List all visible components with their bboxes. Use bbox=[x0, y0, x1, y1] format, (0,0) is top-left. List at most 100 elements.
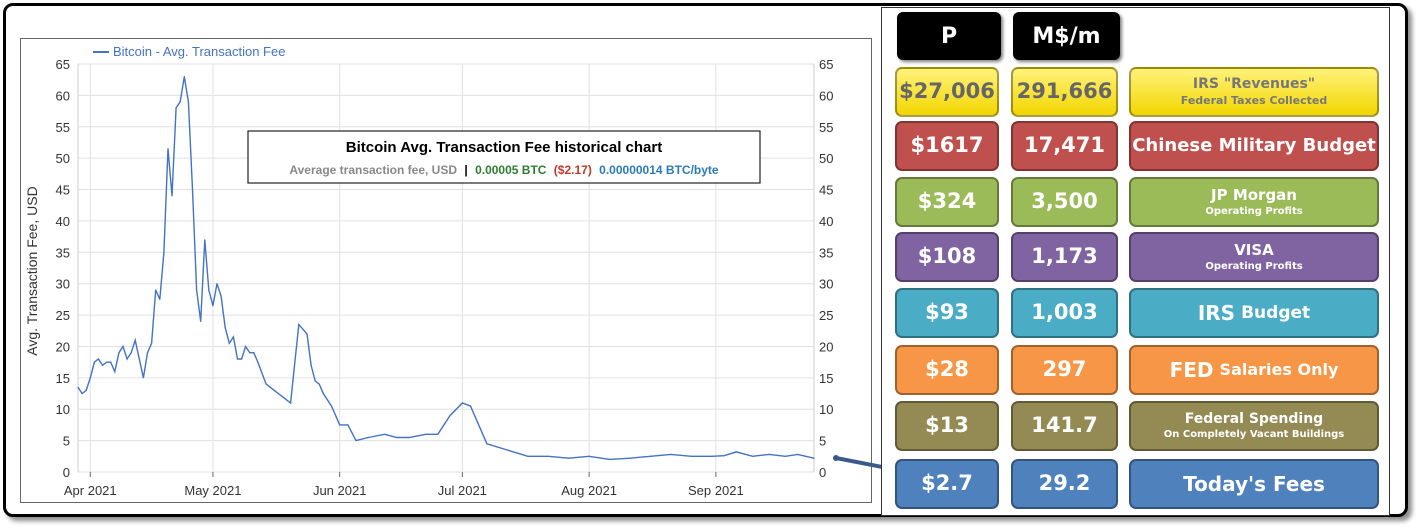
row-federal-spending-m: 141.7 bbox=[1011, 401, 1118, 451]
y-tick-label-left: 65 bbox=[56, 57, 70, 72]
subtitle-separator: | bbox=[464, 163, 467, 177]
data-point bbox=[142, 377, 144, 379]
y-tick-label-left: 30 bbox=[56, 277, 70, 292]
row-chinese-military-label: Chinese Military Budget bbox=[1129, 121, 1379, 171]
data-point bbox=[253, 352, 255, 354]
data-point bbox=[449, 414, 451, 417]
comparison-panel: P M$/m $27,006 291,666 IRS "Revenues" Fe… bbox=[881, 7, 1390, 516]
row-irs-revenue-label: IRS "Revenues" Federal Taxes Collected bbox=[1129, 67, 1379, 117]
y-tick-label-left: 40 bbox=[56, 214, 70, 229]
data-point bbox=[101, 364, 104, 366]
row-visa-m: 1,173 bbox=[1011, 232, 1118, 282]
data-point bbox=[126, 358, 128, 360]
row-chinese-military-m: 17,471 bbox=[1011, 121, 1118, 171]
row-irs-budget-m: 1,003 bbox=[1011, 288, 1118, 338]
data-point bbox=[134, 339, 136, 341]
data-point bbox=[649, 455, 652, 457]
data-point bbox=[175, 107, 177, 109]
row-todays-fees-m: 29.2 bbox=[1011, 459, 1118, 509]
data-point bbox=[408, 436, 410, 439]
data-point bbox=[118, 352, 120, 354]
y-tick-label-left: 55 bbox=[56, 120, 70, 135]
y-tick-label-left: 25 bbox=[56, 308, 70, 323]
data-point bbox=[85, 389, 87, 391]
y-tick-label-right: 65 bbox=[819, 57, 833, 72]
data-point bbox=[138, 358, 140, 360]
title-box: Bitcoin Avg. Transaction Fee historical … bbox=[247, 130, 761, 184]
data-point bbox=[318, 383, 320, 385]
data-point bbox=[298, 323, 300, 326]
y-tick-label-right: 50 bbox=[819, 151, 833, 166]
data-point bbox=[437, 433, 439, 435]
y-tick-label-right: 15 bbox=[819, 371, 833, 386]
data-point bbox=[224, 327, 226, 329]
data-point bbox=[768, 453, 770, 455]
data-point bbox=[216, 283, 218, 285]
data-point bbox=[130, 352, 132, 354]
data-point bbox=[281, 396, 283, 398]
data-point bbox=[330, 405, 333, 407]
y-tick-label-left: 5 bbox=[63, 434, 70, 449]
data-point bbox=[568, 457, 570, 459]
legend: Bitcoin - Avg. Transaction Fee bbox=[93, 44, 285, 59]
y-tick-label-right: 10 bbox=[819, 402, 833, 417]
data-point bbox=[196, 289, 198, 291]
x-tick-label: Aug 2021 bbox=[561, 483, 617, 498]
data-point bbox=[723, 455, 725, 457]
data-point bbox=[797, 453, 799, 455]
data-point bbox=[167, 148, 169, 150]
data-point bbox=[159, 298, 161, 300]
data-point bbox=[367, 436, 369, 439]
data-point bbox=[114, 371, 116, 373]
data-point bbox=[506, 449, 508, 451]
data-point bbox=[163, 251, 165, 253]
data-point bbox=[93, 361, 95, 363]
data-point bbox=[179, 101, 181, 103]
row-federal-spending-label: Federal Spending On Completely Vacant Bu… bbox=[1129, 401, 1379, 451]
data-point bbox=[241, 358, 243, 360]
data-point bbox=[187, 101, 189, 103]
row-jp-morgan-label: JP Morgan Operating Profits bbox=[1129, 177, 1379, 227]
row-jp-morgan-p: $324 bbox=[895, 177, 999, 227]
y-tick-label-right: 0 bbox=[819, 465, 826, 480]
data-point bbox=[384, 433, 386, 435]
data-point bbox=[690, 455, 692, 457]
row-irs-revenue-p: $27,006 bbox=[895, 67, 999, 117]
data-point bbox=[110, 361, 112, 363]
data-point bbox=[155, 289, 157, 291]
data-point bbox=[310, 364, 312, 366]
x-tick-label: Apr 2021 bbox=[64, 483, 117, 498]
y-tick-label-left: 60 bbox=[56, 88, 70, 103]
data-point bbox=[813, 457, 815, 459]
data-point bbox=[232, 336, 234, 338]
row-visa-label: VISA Operating Profits bbox=[1129, 232, 1379, 282]
row-irs-revenue-m: 291,666 bbox=[1011, 67, 1118, 117]
y-tick-label-left: 50 bbox=[56, 151, 70, 166]
data-point bbox=[171, 195, 173, 197]
row-irs-budget-p: $93 bbox=[895, 288, 999, 338]
data-point bbox=[322, 392, 324, 395]
y-tick-label-right: 30 bbox=[819, 277, 833, 292]
data-point bbox=[204, 239, 206, 241]
data-point bbox=[629, 457, 631, 459]
data-point bbox=[183, 76, 185, 78]
data-point bbox=[290, 402, 292, 404]
data-point bbox=[273, 389, 275, 391]
y-tick-label-left: 15 bbox=[56, 371, 70, 386]
data-point bbox=[469, 405, 472, 407]
x-tick-label: May 2021 bbox=[184, 483, 241, 498]
x-tick-label: Jul 2021 bbox=[438, 483, 487, 498]
legend-label: Bitcoin - Avg. Transaction Fee bbox=[113, 44, 285, 59]
data-point bbox=[257, 361, 259, 363]
data-point bbox=[396, 436, 398, 439]
data-point bbox=[347, 424, 349, 426]
data-point bbox=[89, 377, 91, 379]
subtitle-usd: ($2.17) bbox=[554, 163, 592, 177]
y-tick-label-right: 40 bbox=[819, 214, 833, 229]
data-point bbox=[77, 386, 79, 388]
y-tick-label-left: 45 bbox=[56, 183, 70, 198]
y-tick-label-left: 20 bbox=[56, 339, 70, 354]
row-todays-fees-label: Today's Fees bbox=[1129, 459, 1379, 509]
data-point bbox=[752, 455, 754, 457]
